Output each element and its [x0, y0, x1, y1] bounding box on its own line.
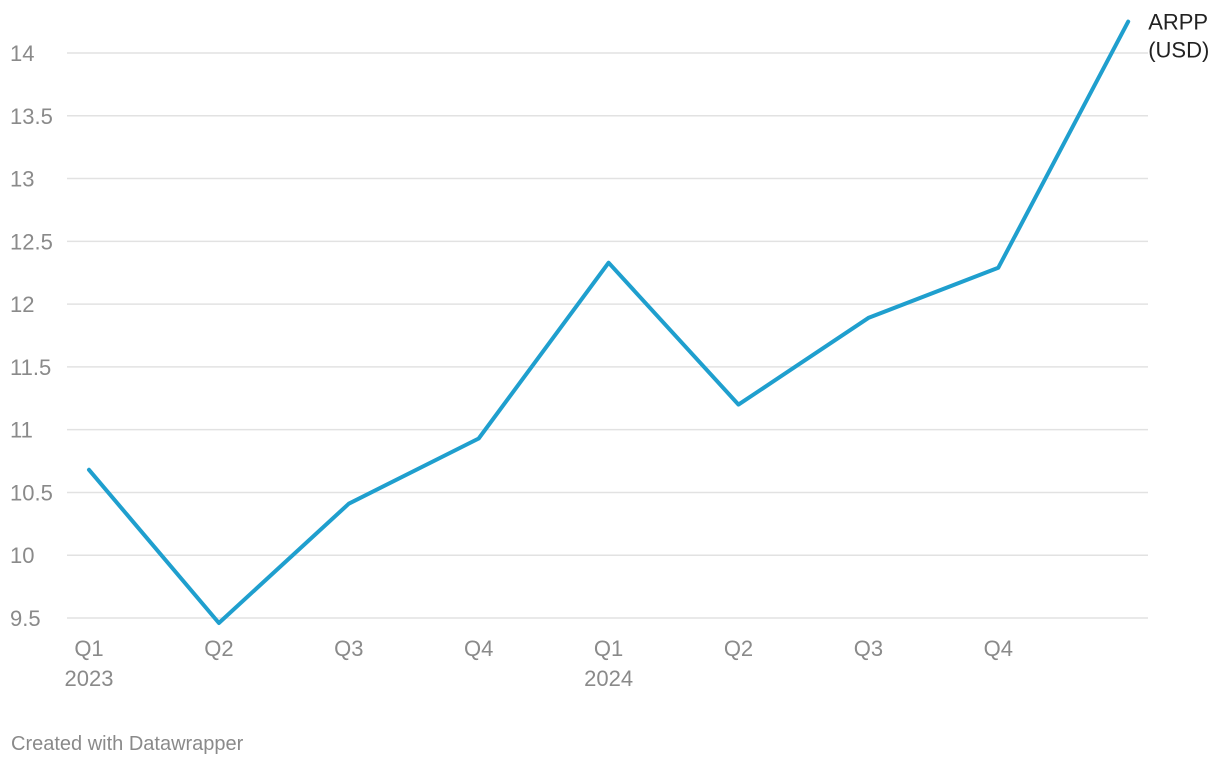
y-tick-label: 13.5 — [10, 104, 53, 129]
x-tick-label: Q3 — [334, 636, 363, 661]
data-point — [217, 621, 221, 625]
series-label-line: ARPP — [1148, 10, 1208, 35]
x-tick-year-label: 2023 — [65, 666, 114, 691]
x-axis-tick-labels: Q1 2023 Q2 Q3 Q4 Q1 2024 Q2 Q3 Q4 — [65, 636, 1013, 691]
series-label: ARPP (USD) — [1148, 10, 1209, 63]
y-axis-tick-labels: 9.5 10 10.5 11 11.5 12 12.5 13 13.5 14 — [10, 41, 53, 631]
data-point — [996, 266, 1000, 270]
data-point — [347, 502, 351, 506]
data-point — [477, 436, 481, 440]
y-tick-label: 14 — [10, 41, 34, 66]
data-point — [607, 261, 611, 265]
y-tick-label: 13 — [10, 167, 34, 192]
x-tick-label: Q1 — [74, 636, 103, 661]
x-tick-label: Q3 — [854, 636, 883, 661]
x-tick-label: Q4 — [464, 636, 493, 661]
line-chart: 9.5 10 10.5 11 11.5 12 12.5 13 13.5 14 Q1 2023 Q2 Q3… — [10, 10, 1209, 691]
x-tick-label: Q2 — [724, 636, 753, 661]
gridlines — [67, 52, 1148, 619]
x-tick-label: Q2 — [204, 636, 233, 661]
y-tick-label: 12 — [10, 292, 34, 317]
series-group: ARPP (USD) — [87, 10, 1209, 625]
credit-text: Created with Datawrapper — [11, 733, 244, 755]
data-point — [737, 403, 741, 407]
data-point — [1126, 20, 1130, 24]
data-point — [866, 316, 870, 320]
y-tick-label: 10 — [10, 543, 34, 568]
x-tick-year-label: 2024 — [584, 666, 633, 691]
y-tick-label: 11.5 — [10, 355, 51, 380]
y-tick-label: 10.5 — [10, 480, 53, 505]
y-tick-label: 9.5 — [10, 606, 41, 631]
y-tick-label: 11 — [10, 418, 33, 443]
data-point — [87, 468, 91, 472]
series-line — [87, 19, 1131, 625]
y-tick-label: 12.5 — [10, 229, 53, 254]
x-tick-label: Q1 — [594, 636, 623, 661]
series-label-line: (USD) — [1148, 38, 1209, 63]
x-tick-label: Q4 — [984, 636, 1013, 661]
